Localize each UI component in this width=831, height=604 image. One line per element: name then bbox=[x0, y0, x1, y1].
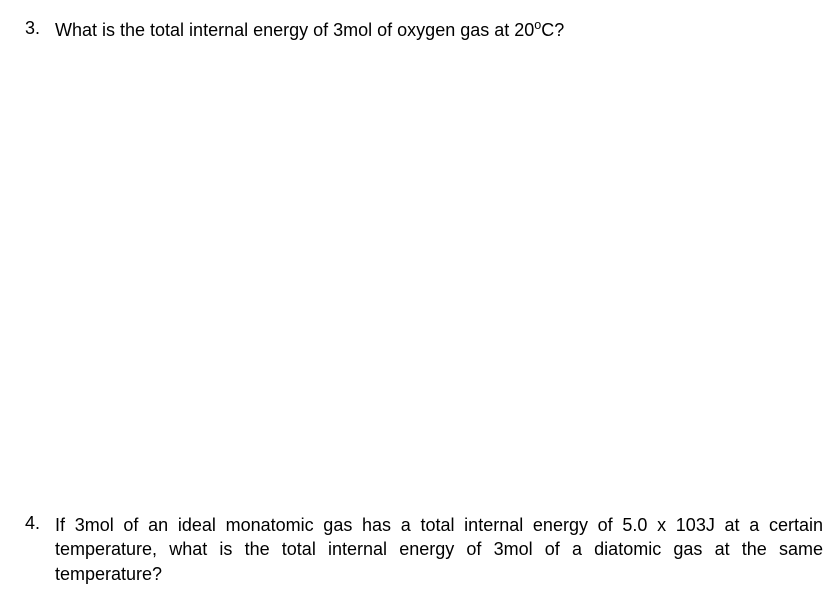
q4-line1: If 3mol of an ideal monatomic gas has a … bbox=[55, 515, 759, 535]
question-3: 3. What is the total internal energy of … bbox=[25, 18, 823, 42]
question-4: 4. If 3mol of an ideal monatomic gas has… bbox=[25, 513, 823, 586]
question-4-number: 4. bbox=[25, 513, 55, 534]
q3-text-part1: What is the total internal energy of 3mo… bbox=[55, 20, 534, 40]
question-4-text: If 3mol of an ideal monatomic gas has a … bbox=[55, 513, 823, 586]
question-3-text: What is the total internal energy of 3mo… bbox=[55, 18, 564, 42]
question-3-number: 3. bbox=[25, 18, 55, 39]
q3-text-part2: C? bbox=[541, 20, 564, 40]
